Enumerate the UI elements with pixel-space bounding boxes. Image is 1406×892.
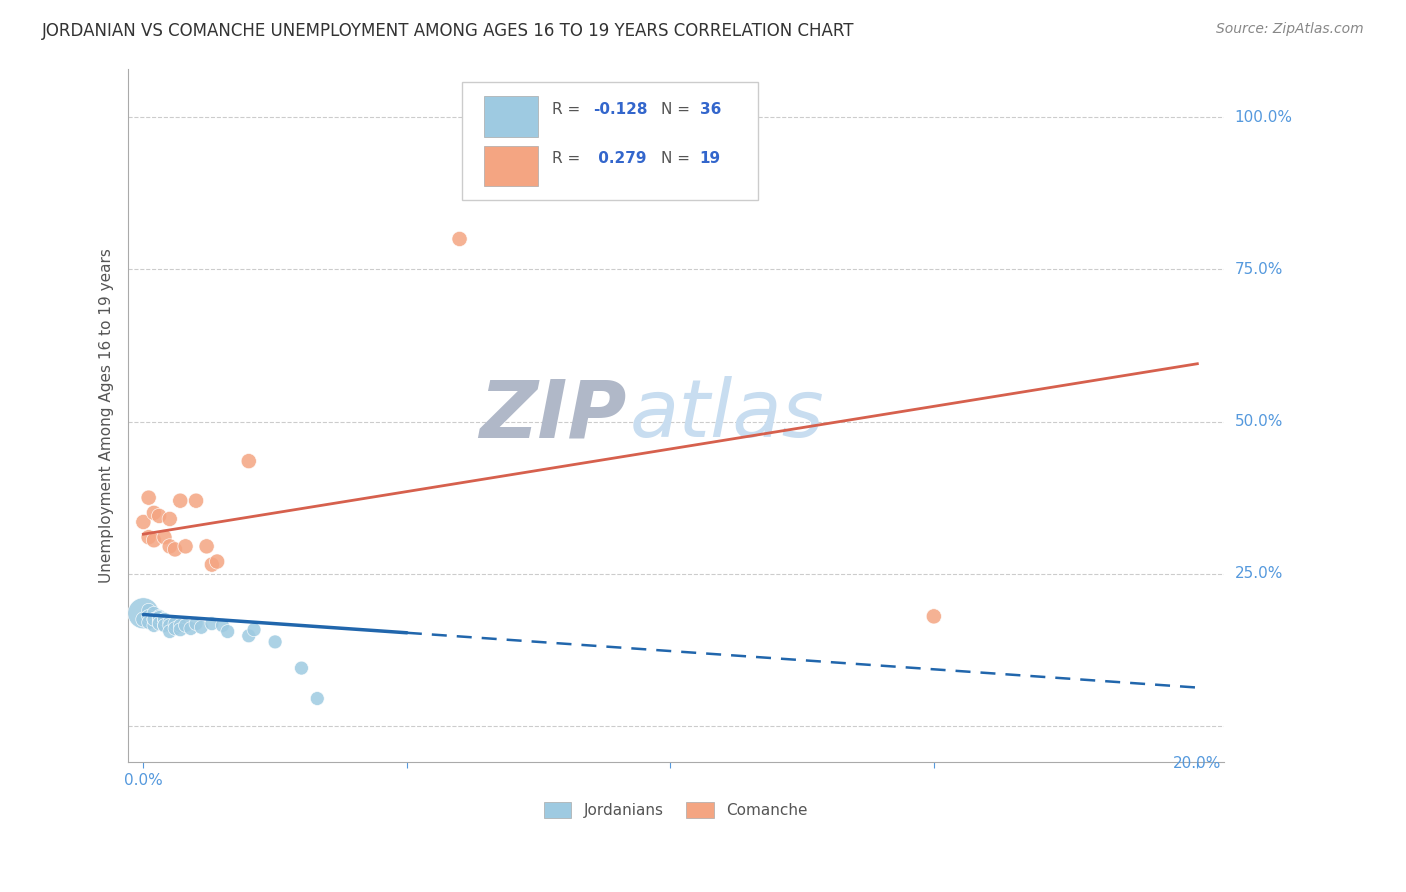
Text: Source: ZipAtlas.com: Source: ZipAtlas.com [1216,22,1364,37]
Point [174,539,197,553]
Point [153,618,176,632]
Point [449,232,471,246]
Text: 100.0%: 100.0% [1234,110,1292,125]
Point [148,609,170,624]
Point [142,607,165,621]
Point [184,616,207,631]
Point [201,558,224,572]
Text: 36: 36 [700,102,721,117]
Point [153,530,176,544]
Point [169,618,191,632]
Point [132,612,155,626]
Point [238,454,260,468]
Point [148,610,170,624]
Point [169,623,191,637]
Point [153,618,176,632]
Point [142,506,165,520]
Point [138,491,160,505]
Point [138,615,160,630]
Point [180,622,202,636]
Text: 20.0%: 20.0% [1173,756,1222,772]
Point [163,542,186,557]
Text: ZIP: ZIP [479,376,626,455]
Point [159,539,181,553]
Legend: Jordanians, Comanche: Jordanians, Comanche [537,796,814,824]
Text: 25.0%: 25.0% [1234,566,1284,582]
Point [163,622,186,636]
Text: -0.128: -0.128 [593,102,648,117]
Point [132,515,155,529]
Point [142,612,165,626]
Point [163,616,186,631]
Y-axis label: Unemployment Among Ages 16 to 19 years: Unemployment Among Ages 16 to 19 years [100,248,114,582]
Point [142,612,165,626]
Text: atlas: atlas [630,376,824,455]
Point [138,530,160,544]
Text: 75.0%: 75.0% [1234,262,1284,277]
Point [159,512,181,526]
Text: N =: N = [661,151,695,166]
Point [238,629,260,643]
Point [174,618,197,632]
Point [205,555,228,569]
Point [201,616,224,631]
FancyBboxPatch shape [484,145,537,186]
Point [211,618,233,632]
Point [148,508,170,523]
Point [132,607,155,621]
Text: R =: R = [551,151,585,166]
Point [153,612,176,626]
Point [142,618,165,632]
Point [264,635,287,649]
Point [184,493,207,508]
Point [195,539,218,553]
Text: 19: 19 [700,151,721,166]
Point [159,618,181,632]
Text: 50.0%: 50.0% [1234,414,1284,429]
Point [243,623,266,637]
Point [159,615,181,630]
FancyBboxPatch shape [484,96,537,137]
Point [169,493,191,508]
Point [153,612,176,626]
Point [142,533,165,548]
Text: N =: N = [661,102,695,117]
Point [190,620,212,634]
Point [290,661,312,675]
Text: R =: R = [551,102,585,117]
Point [138,609,160,624]
Text: 0.279: 0.279 [593,151,647,166]
Point [217,624,239,639]
Point [159,624,181,639]
Point [307,691,329,706]
Point [148,615,170,630]
FancyBboxPatch shape [463,82,758,201]
Point [922,609,945,624]
Point [148,616,170,631]
Text: JORDANIAN VS COMANCHE UNEMPLOYMENT AMONG AGES 16 TO 19 YEARS CORRELATION CHART: JORDANIAN VS COMANCHE UNEMPLOYMENT AMONG… [42,22,855,40]
Point [138,603,160,617]
